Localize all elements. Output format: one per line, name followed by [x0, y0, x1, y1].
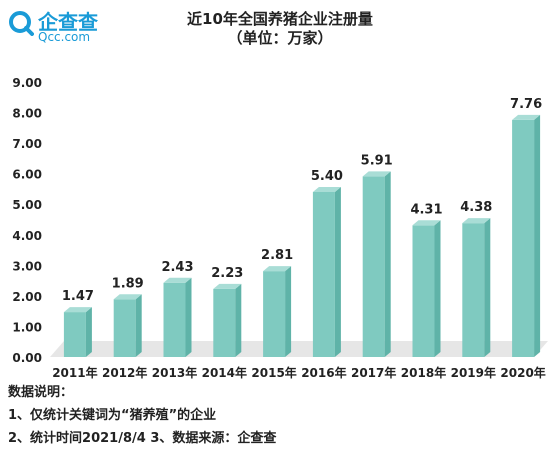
x-category-label: 2013年: [152, 365, 197, 380]
y-tick-label: 2.00: [12, 290, 42, 304]
bar-top: [362, 171, 391, 177]
bar: [412, 225, 435, 357]
x-category-label: 2016年: [301, 365, 346, 380]
bar: [63, 312, 86, 357]
bar-top: [263, 266, 292, 272]
bar-side: [384, 171, 391, 357]
bar-value-label: 2.81: [261, 248, 293, 263]
bar: [362, 176, 385, 357]
bar-value-label: 4.38: [460, 200, 492, 215]
bar-top: [462, 218, 491, 224]
bar: [263, 271, 286, 357]
y-tick-label: 0.00: [12, 351, 42, 365]
bar-top: [512, 114, 541, 120]
bar-top: [163, 277, 192, 283]
x-category-label: 2012年: [102, 365, 147, 380]
notes-line-1: 1、仅统计关键词为“猪养殖”的企业: [8, 408, 217, 423]
y-tick-label: 4.00: [12, 229, 42, 243]
chart-subtitle: （单位：万家）: [227, 29, 333, 47]
bar-top: [113, 294, 142, 300]
x-category-label: 2020年: [500, 365, 545, 380]
x-category-label: 2014年: [202, 365, 247, 380]
y-tick-label: 7.00: [12, 137, 42, 151]
chart-title: 近10年全国养猪企业注册量: [187, 10, 373, 28]
x-category-label: 2015年: [251, 365, 296, 380]
bar: [213, 288, 236, 357]
bar-side: [434, 220, 441, 357]
bar-side: [484, 218, 491, 357]
bar-side: [534, 114, 541, 357]
y-tick-label: 8.00: [12, 107, 42, 121]
bar-top: [412, 220, 441, 226]
x-category-label: 2019年: [451, 365, 496, 380]
qcc-magnifier-logo-icon: [9, 11, 34, 36]
bar-value-label: 5.91: [361, 153, 393, 168]
bar-top: [312, 187, 341, 192]
y-tick-label: 1.00: [12, 320, 42, 334]
y-tick-label: 9.00: [12, 76, 42, 90]
x-category-label: 2011年: [52, 365, 97, 380]
bar-top: [213, 283, 242, 289]
bar-value-label: 2.43: [161, 260, 193, 275]
y-tick-label: 5.00: [12, 198, 42, 212]
bar-value-label: 2.23: [211, 266, 243, 281]
bar-side: [334, 187, 341, 357]
bar-value-label: 7.76: [510, 97, 542, 112]
bar-side: [285, 266, 292, 357]
notes-line-2: 2、统计时间2021/8/4 3、数据来源：企查查: [8, 431, 277, 446]
y-tick-label: 6.00: [12, 168, 42, 182]
bar-side: [85, 307, 92, 357]
qcc-logo: 企查查 Qcc.com: [8, 6, 158, 50]
x-category-label: 2018年: [401, 365, 446, 380]
bar-top: [63, 307, 92, 313]
logo-sub-text: Qcc.com: [38, 30, 91, 44]
bar: [312, 192, 335, 357]
bar-side: [185, 277, 192, 357]
data-notes: 数据说明： 1、仅统计关键词为“猪养殖”的企业 2、统计时间2021/8/4 3…: [8, 381, 276, 450]
bar: [163, 282, 186, 357]
bar-value-label: 1.89: [112, 276, 144, 291]
y-tick-label: 3.00: [12, 259, 42, 273]
bar-chart: 0.00 1.00 2.00 3.00 4.00 5.00 6.00 7.00 8.00 9.00…: [12, 76, 548, 380]
bar: [512, 119, 535, 357]
logo-main-text: 企查查: [38, 10, 98, 34]
bar: [113, 299, 136, 357]
bar-value-label: 4.31: [410, 202, 442, 217]
bar: [462, 223, 485, 357]
notes-heading: 数据说明：: [8, 385, 74, 400]
x-category-label: 2017年: [351, 365, 396, 380]
bar-value-label: 5.40: [311, 169, 343, 184]
bar-side: [135, 294, 142, 357]
bar-side: [235, 283, 242, 357]
bar-value-label: 1.47: [62, 289, 94, 304]
